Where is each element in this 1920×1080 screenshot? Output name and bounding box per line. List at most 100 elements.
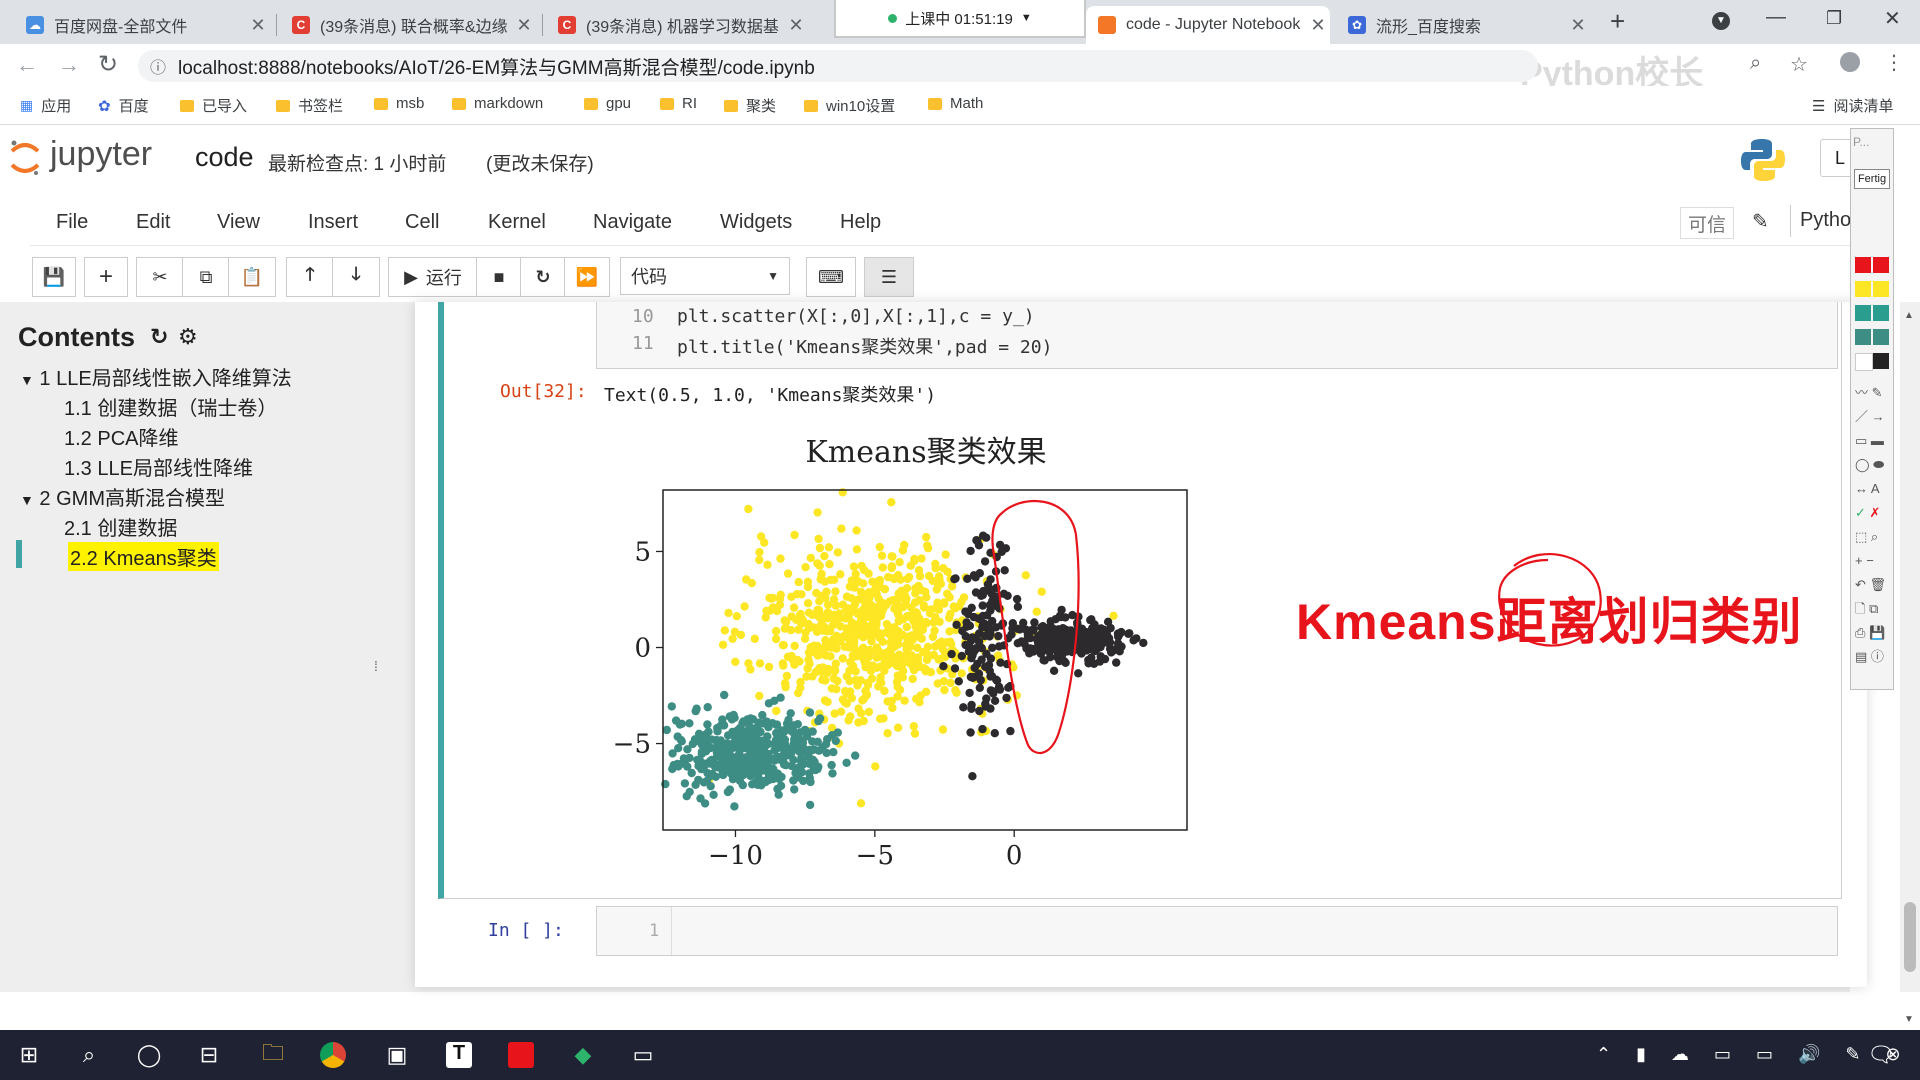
selected-cell[interactable] [438,302,1842,899]
menu-help[interactable]: Help [840,211,882,233]
color-green[interactable] [1873,329,1889,345]
menu-view[interactable]: View [217,211,260,233]
tab-csdn-1[interactable]: C (39条消息) 联合概率&边缘 ✕ [280,6,536,44]
crop-icon[interactable]: ⬚ ⌕ [1855,529,1879,544]
page-icon[interactable]: 🗋 ⧉ [1855,601,1879,616]
chrome-icon[interactable] [316,1038,350,1072]
undo-icon[interactable]: ↶ 🗑 [1855,577,1887,592]
scroll-thumb[interactable] [1904,902,1916,972]
color-red[interactable] [1855,257,1871,273]
class-timer[interactable]: 上课中 01:51:19 ▼ [834,0,1086,38]
url-bar[interactable]: ⓘ localhost:8888/notebooks/AIoT/26-EM算法与… [138,50,1538,82]
interrupt-button[interactable]: ■ [476,257,522,297]
refresh-icon[interactable]: ↻ [150,324,169,349]
color-black[interactable] [1873,353,1889,369]
close-icon[interactable]: ✕ [1570,14,1586,35]
bookmark-folder[interactable]: msb [374,95,424,112]
bookmark-folder[interactable]: 书签栏 [276,95,343,116]
close-icon[interactable]: ✕ [250,14,266,35]
bookmark-baidu[interactable]: ✿ 百度 [98,95,149,116]
more-icon[interactable]: ⋮ [1884,52,1904,74]
cortana-icon[interactable]: ◯ [136,1042,162,1067]
close-icon[interactable]: ✕ [788,14,804,35]
toc-item-active[interactable]: 2.2 Kmeans聚类 [68,542,219,571]
jupyter-logo-icon[interactable] [8,137,42,177]
scroll-up-icon[interactable]: ▲ [1904,310,1914,321]
reload-icon[interactable]: ↻ [98,51,119,78]
ellipse-icon[interactable]: ◯ ⬬ [1855,457,1885,472]
check-icon[interactable]: ✓ ✗ [1855,505,1881,520]
typora-icon[interactable]: T [442,1038,476,1072]
restore-icon[interactable]: ❐ [1826,8,1843,28]
toc-item[interactable]: 1.3 LLE局部线性降维 [64,452,253,481]
bookmark-folder[interactable]: 聚类 [724,95,776,116]
restart-button[interactable]: ↻ [520,257,566,297]
bookmark-folder[interactable]: 已导入 [180,95,247,116]
color-teal[interactable] [1873,305,1889,321]
menu-kernel[interactable]: Kernel [488,211,546,233]
tab-search-icon[interactable]: ▼ [1712,12,1730,30]
close-icon[interactable]: ✕ [516,14,532,35]
profile-icon[interactable] [1840,52,1860,72]
copy-button[interactable]: ⧉ [182,257,230,297]
cut-button[interactable]: ✂ [136,257,184,297]
notebook-name[interactable]: code [195,142,254,172]
toc-item[interactable]: ▼ 1 LLE局部线性嵌入降维算法 [20,362,292,391]
restart-run-all-button[interactable]: ⏩ [564,257,610,297]
star-icon[interactable]: ☆ [1790,54,1808,76]
color-green[interactable] [1855,329,1871,345]
color-yellow[interactable] [1855,281,1871,297]
scroll-down-icon[interactable]: ▼ [1904,1014,1914,1025]
zoom-in-icon[interactable]: + − [1855,553,1874,568]
bookmark-folder[interactable]: RI [660,95,697,112]
notification-icon[interactable]: 🗨 [1867,1042,1895,1067]
paste-button[interactable]: 📋 [228,257,276,297]
color-red[interactable] [1873,257,1889,273]
pdf-icon[interactable] [504,1038,538,1072]
print-icon[interactable]: ⎙ 💾 [1855,625,1886,640]
pen-icon[interactable]: 〰 ✎ [1855,385,1883,400]
file-explorer-icon[interactable]: 🗀 [261,1040,284,1065]
search-icon[interactable]: ⌕ [82,1042,96,1067]
gear-icon[interactable]: ⚙ [178,324,198,349]
empty-code-cell[interactable]: 1 [596,906,1838,956]
windows-start-icon[interactable]: ⊞ [19,1042,39,1067]
menu-cell[interactable]: Cell [405,211,440,233]
color-white[interactable] [1855,353,1873,371]
menu-insert[interactable]: Insert [308,211,359,233]
bookmark-apps[interactable]: ▦ 应用 [20,95,71,116]
text-tool-icon[interactable]: ↔ A [1855,481,1880,496]
rect-icon[interactable]: ▭ ▬ [1855,433,1884,448]
back-icon[interactable]: ← [16,52,38,77]
command-palette-button[interactable]: ⌨ [806,257,856,297]
color-teal[interactable] [1855,305,1871,321]
system-tray-icons[interactable]: ⌃ ▮ ☁ ▭ ▭ 🔊 ✎ ⊗ [1596,1044,1911,1064]
video-app-icon[interactable]: ◆ [574,1042,592,1067]
minimize-icon[interactable]: — [1766,6,1786,28]
tab-csdn-2[interactable]: C (39条消息) 机器学习数据基 ✕ [546,6,808,44]
terminal-icon[interactable]: ▭ [632,1042,654,1067]
window-close-icon[interactable]: ✕ [1884,8,1901,30]
move-up-button[interactable]: 🡑 [286,257,334,297]
tab-baidu-pan[interactable]: ☁ 百度网盘-全部文件 ✕ [14,6,270,44]
forward-icon[interactable]: → [58,52,80,77]
close-icon[interactable]: ✕ [1310,14,1326,35]
done-button[interactable]: Fertig [1854,169,1890,189]
bookmark-folder[interactable]: gpu [584,95,631,112]
color-yellow[interactable] [1873,281,1889,297]
task-view-icon[interactable]: ⊟ [199,1042,219,1067]
zoom-icon[interactable]: ⌕ [1750,52,1762,74]
edit-pencil-icon[interactable]: ✎ [1752,211,1769,233]
reading-list[interactable]: ☰ 阅读清单 [1812,95,1893,116]
cell-type-select[interactable]: 代码 ▼ [620,257,790,295]
toc-item[interactable]: 1.1 创建数据（瑞士卷） [64,392,277,421]
menu-navigate[interactable]: Navigate [593,211,672,233]
new-tab-icon[interactable]: + [1610,6,1626,36]
move-down-button[interactable]: 🡓 [332,257,380,297]
page-scrollbar[interactable]: ▲ ▼ [1900,302,1920,1025]
save-button[interactable]: 💾 [32,257,76,297]
info-icon[interactable]: ▤ ⓘ [1855,649,1884,664]
tab-baidu-search[interactable]: ✿ 流形_百度搜索 ✕ [1336,6,1590,44]
app-icon[interactable]: ▣ [386,1042,408,1067]
bookmark-folder[interactable]: Math [928,95,983,112]
